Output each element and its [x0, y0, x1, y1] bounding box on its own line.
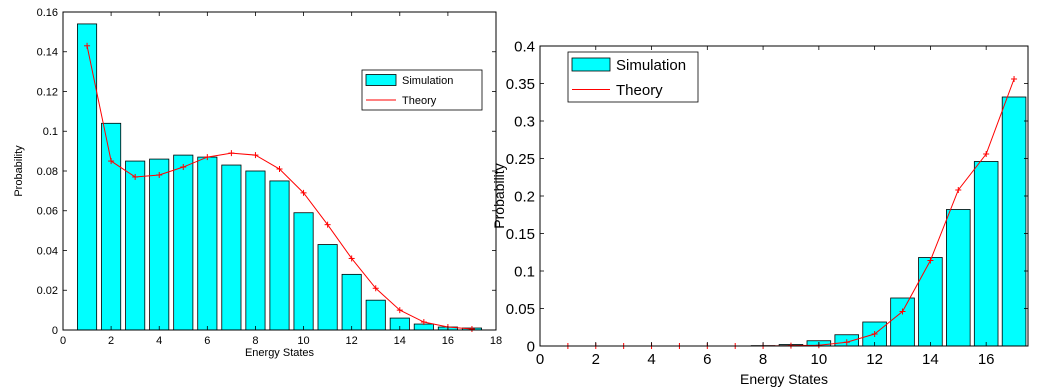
y-tick-label: 0.1	[514, 263, 535, 280]
theory-point	[156, 171, 163, 178]
theory-point	[108, 158, 115, 165]
theory-point	[468, 326, 475, 333]
theory-point	[396, 307, 403, 314]
bar	[918, 257, 943, 347]
theory-point	[252, 152, 259, 159]
theory-point	[955, 187, 962, 193]
bar	[77, 23, 98, 331]
bar	[890, 297, 915, 347]
x-tick-label: 14	[394, 335, 406, 347]
bar	[317, 244, 338, 331]
theory-point	[420, 319, 427, 326]
x-tick-label: 2	[592, 351, 600, 368]
theory-point	[300, 189, 307, 196]
y-axis-label: Probability	[491, 163, 507, 228]
x-axis-label: Energy States	[245, 347, 315, 359]
x-tick-label: 10	[297, 335, 309, 347]
theory-point	[983, 151, 990, 157]
x-tick-label: 4	[647, 351, 655, 368]
theory-point	[871, 331, 878, 337]
y-axis-label: Probability	[13, 145, 25, 197]
x-tick-label: 6	[703, 351, 711, 368]
y-tick-label: 0.3	[514, 113, 535, 130]
x-tick-label: 18	[490, 335, 502, 347]
x-tick-label: 8	[759, 351, 767, 368]
bar	[149, 158, 170, 331]
y-tick-label: 0.02	[37, 285, 58, 297]
y-tick-label: 0.14	[37, 47, 58, 59]
x-tick-label: 12	[866, 351, 883, 368]
y-tick-label: 0	[52, 325, 58, 337]
x-tick-label: 16	[442, 335, 454, 347]
chart-2: 0 2 4 6 8 10 12 14 16 0 0.05 0.1 0.15 0.2 0.25 0.3 0.35 0…	[491, 38, 1029, 387]
theory-point	[180, 164, 187, 171]
y-tick-label: 0.16	[37, 7, 58, 19]
theory-point	[927, 257, 934, 264]
x-tick-label: 0	[60, 335, 66, 347]
x-tick-label: 2	[108, 335, 114, 347]
legend-label-simulation: Simulation	[402, 75, 453, 87]
y-tick-label: 0.25	[506, 151, 535, 168]
legend-swatch-simulation	[571, 57, 611, 72]
y-tick-label: 0.1	[43, 126, 58, 138]
y-tick-label: 0	[527, 338, 535, 355]
x-tick-label: 4	[156, 335, 162, 347]
bar	[245, 170, 266, 331]
legend: Simulation Theory	[361, 69, 483, 111]
bar	[197, 156, 218, 331]
y-tick-label: 0.15	[506, 226, 535, 243]
x-tick-label: 12	[346, 335, 358, 347]
y-tick-label: 0.05	[506, 301, 535, 318]
bar	[293, 212, 314, 331]
theory-point	[348, 255, 355, 262]
theory-point	[228, 150, 235, 157]
bar	[269, 180, 290, 331]
y-tick-label: 0.12	[37, 86, 58, 98]
bar	[341, 273, 362, 331]
theory-point	[1011, 76, 1018, 82]
x-axis-label: Energy States	[740, 371, 828, 387]
theory-point	[899, 308, 906, 315]
bar	[125, 160, 146, 331]
x-tick-label: 10	[811, 351, 828, 368]
legend-label-theory: Theory	[402, 95, 437, 107]
theory-point	[843, 339, 850, 346]
theory-point	[276, 166, 283, 173]
theory-point	[204, 154, 211, 161]
chart-1: 0 2 4 6 8 10 12 14 16 18 0 0.02 0.04 0.06 0.08 0.1 0.12 0…	[13, 7, 502, 359]
y-tick-label: 0.35	[506, 76, 535, 93]
x-tick-label: 14	[922, 351, 939, 368]
legend-label-theory: Theory	[616, 82, 663, 99]
bar	[1001, 96, 1027, 347]
theory-point	[324, 221, 331, 228]
bar	[173, 154, 194, 331]
legend-label-simulation: Simulation	[616, 57, 686, 74]
theory-point	[132, 173, 139, 180]
legend: Simulation Theory	[567, 51, 699, 103]
y-tick-label: 0.04	[37, 245, 58, 257]
bar	[365, 299, 386, 331]
bar	[973, 161, 999, 347]
theory-point	[84, 42, 91, 49]
x-tick-label: 0	[536, 351, 544, 368]
x-tick-label: 6	[204, 335, 210, 347]
y-tick-label: 0.06	[37, 206, 58, 218]
legend-swatch-simulation	[365, 74, 397, 86]
y-tick-label: 0.08	[37, 166, 58, 178]
y-tick-label: 0.2	[514, 188, 535, 205]
theory-point	[372, 285, 379, 292]
bar	[946, 209, 971, 347]
bar	[101, 122, 122, 331]
bar	[221, 164, 242, 331]
x-tick-label: 16	[978, 351, 995, 368]
y-tick-label: 0.4	[514, 38, 535, 55]
x-tick-label: 8	[252, 335, 258, 347]
